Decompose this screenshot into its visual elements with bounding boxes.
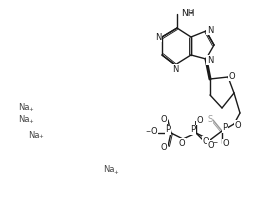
Text: NH: NH — [181, 9, 194, 18]
Text: O: O — [229, 71, 235, 80]
Text: Na: Na — [28, 131, 40, 140]
Text: N: N — [172, 64, 178, 73]
Text: Na: Na — [18, 114, 29, 123]
Text: +: + — [29, 119, 33, 123]
Text: O: O — [161, 143, 167, 152]
Text: P: P — [190, 125, 196, 135]
Text: −: − — [212, 140, 218, 144]
Text: O: O — [208, 141, 214, 150]
Text: O: O — [151, 128, 157, 137]
Text: Na: Na — [103, 165, 114, 174]
Text: O: O — [161, 114, 167, 123]
Text: N: N — [207, 55, 213, 64]
Text: +: + — [114, 169, 118, 174]
Text: O: O — [223, 140, 229, 149]
Text: N: N — [207, 25, 213, 34]
Text: N: N — [155, 33, 161, 42]
Text: Na: Na — [18, 103, 29, 111]
Text: +: + — [29, 107, 33, 111]
Text: O: O — [197, 116, 203, 125]
Text: 2: 2 — [189, 10, 193, 15]
Text: P: P — [223, 123, 228, 132]
Text: P: P — [165, 125, 171, 135]
Text: S: S — [207, 114, 213, 123]
Text: O: O — [179, 138, 185, 147]
Text: O: O — [203, 137, 209, 146]
Text: O: O — [235, 120, 241, 129]
Text: −: − — [145, 128, 151, 134]
Text: +: + — [39, 135, 43, 140]
